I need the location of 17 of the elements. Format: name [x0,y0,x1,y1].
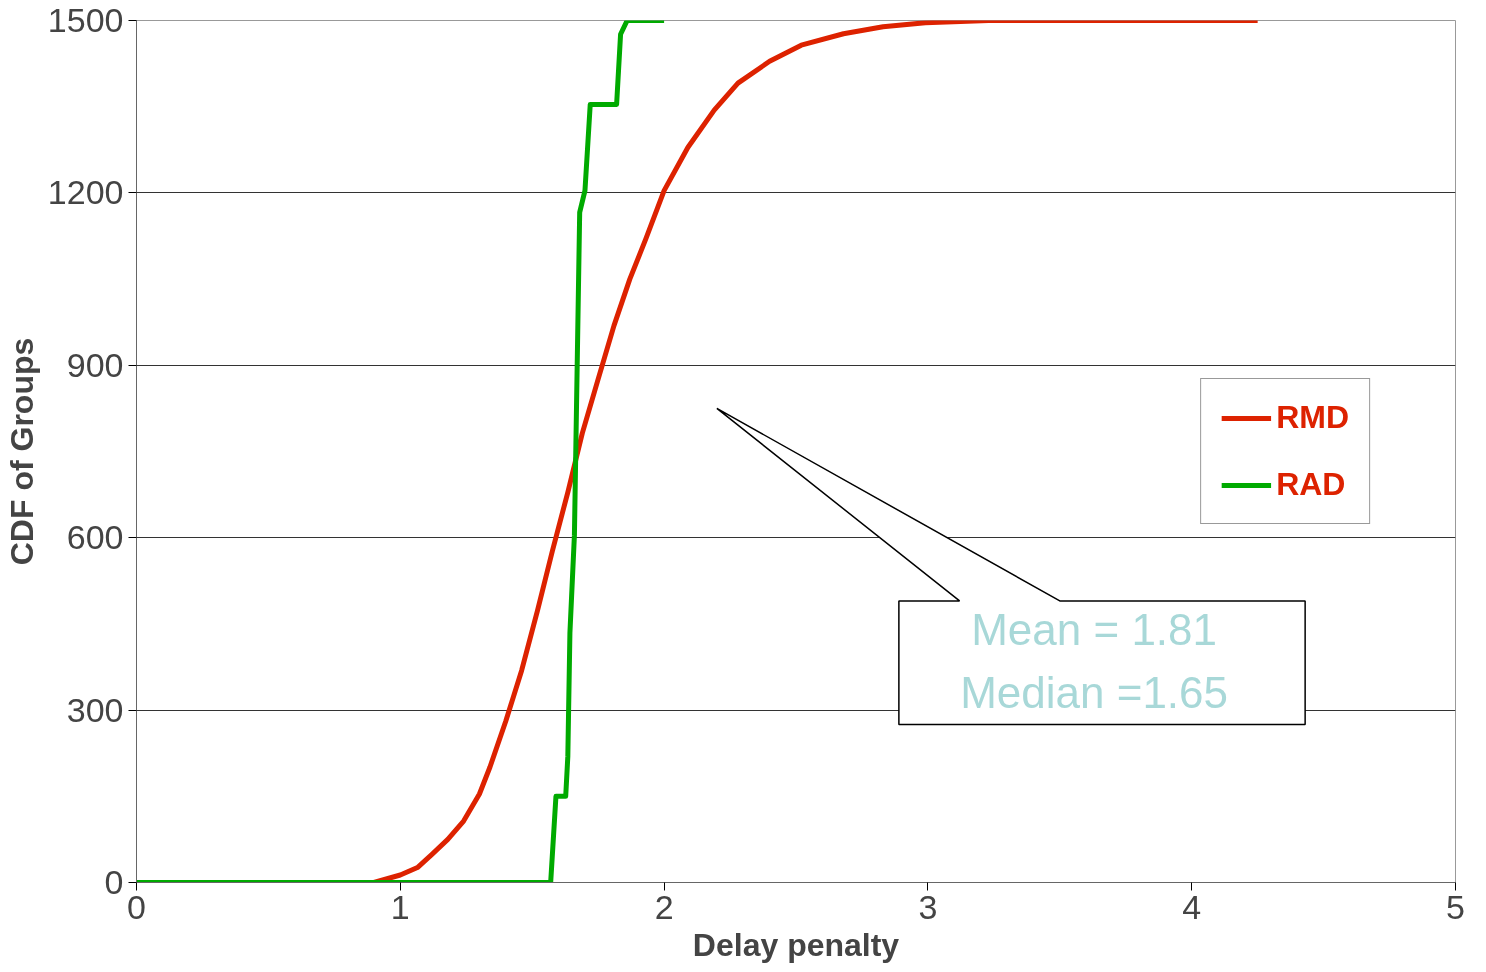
legend-label: RAD [1276,466,1346,503]
x-tick-label: 3 [918,887,938,926]
x-tick-label: 2 [654,887,674,926]
y-tick-label: 1500 [47,1,124,39]
y-tick-label: 300 [66,690,124,729]
x-axis-title: Delay penalty [692,926,900,963]
y-tick-label: 0 [104,863,124,901]
y-tick-label: 600 [66,518,124,557]
legend-label: RMD [1276,399,1349,436]
annotation: Median =1.65 [960,668,1229,718]
x-tick-label: 4 [1182,887,1202,926]
y-axis-title: CDF of Groups [3,337,40,566]
y-tick-label: 900 [66,345,124,384]
x-tick-label: 1 [390,887,410,926]
y-tick-label: 1200 [47,173,124,212]
x-tick-label: 5 [1446,887,1465,926]
annotation: Mean = 1.81 [971,605,1218,655]
